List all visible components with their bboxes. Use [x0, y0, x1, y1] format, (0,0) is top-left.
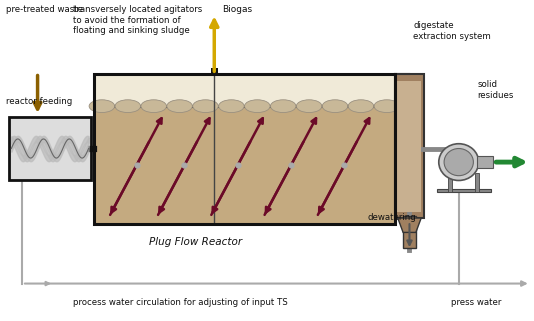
- Text: solid
residues: solid residues: [477, 81, 514, 100]
- Text: process water circulation for adjusting of input TS: process water circulation for adjusting …: [73, 298, 287, 307]
- Bar: [94, 74, 395, 224]
- Text: Plug Flow Reactor: Plug Flow Reactor: [148, 237, 242, 247]
- Ellipse shape: [444, 149, 473, 176]
- Ellipse shape: [193, 100, 218, 113]
- Text: pre-treated waste: pre-treated waste: [6, 5, 83, 14]
- Text: dewatering: dewatering: [368, 213, 417, 222]
- Ellipse shape: [348, 100, 374, 113]
- Ellipse shape: [245, 100, 270, 113]
- Bar: [403, 216, 416, 248]
- Bar: [437, 189, 491, 193]
- Ellipse shape: [439, 144, 478, 180]
- Ellipse shape: [167, 100, 192, 113]
- Polygon shape: [398, 218, 421, 232]
- Ellipse shape: [322, 100, 348, 113]
- Bar: [9, 117, 91, 180]
- Bar: [477, 156, 493, 168]
- Bar: [210, 68, 218, 76]
- Ellipse shape: [270, 100, 296, 113]
- Bar: [397, 81, 421, 212]
- Text: digestate
extraction system: digestate extraction system: [413, 22, 491, 41]
- Bar: [475, 173, 479, 193]
- Ellipse shape: [115, 100, 140, 113]
- Text: Biogas: Biogas: [222, 5, 252, 14]
- Ellipse shape: [374, 100, 399, 113]
- Ellipse shape: [141, 100, 167, 113]
- Bar: [94, 74, 395, 106]
- Ellipse shape: [89, 100, 115, 113]
- Ellipse shape: [296, 100, 322, 113]
- Ellipse shape: [218, 100, 244, 113]
- Bar: [94, 106, 395, 224]
- Text: transversely located agitators
to avoid the formation of
floating and sinking sl: transversely located agitators to avoid …: [73, 5, 202, 35]
- Text: reactor feeding: reactor feeding: [6, 97, 72, 106]
- Bar: [395, 74, 424, 218]
- Text: press water: press water: [451, 298, 501, 307]
- Bar: [448, 173, 452, 193]
